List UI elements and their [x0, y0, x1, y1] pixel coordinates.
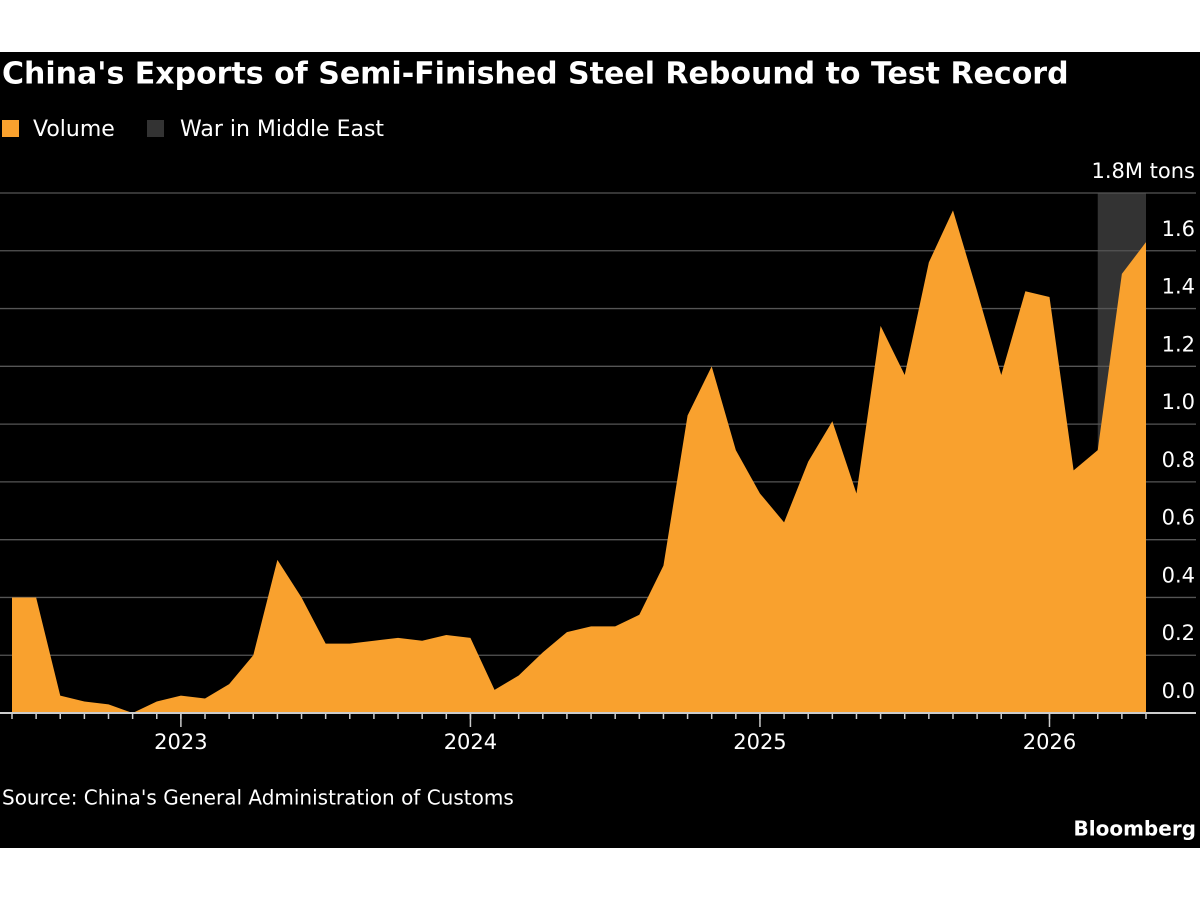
y-tick-label: 1.6 [1162, 217, 1195, 241]
y-tick-label: 1.2 [1162, 332, 1195, 356]
y-tick-label: 0.8 [1162, 448, 1195, 472]
legend-label: War in Middle East [180, 117, 384, 142]
source: Source: China's General Administration o… [2, 786, 514, 810]
y-tick-label: 0.4 [1162, 563, 1195, 587]
x-tick-label: 2024 [444, 730, 497, 754]
plot: 0.0 0.2 0.4 0.6 0.8 1.0 1.2 1.4 1.6 1.8M tons 2023… [0, 159, 1196, 754]
x-tick-label: 2025 [733, 730, 786, 754]
legend-swatch [2, 120, 19, 137]
brand: Bloomberg [1074, 817, 1196, 841]
x-tick-label: 2023 [154, 730, 207, 754]
legend-label: Volume [33, 117, 115, 142]
area [12, 210, 1146, 714]
chart-title: China's Exports of Semi-Finished Steel R… [2, 57, 1069, 92]
y-tick-label: 1.0 [1162, 390, 1195, 414]
y-tick-label: 1.8M tons [1091, 159, 1195, 183]
y-tick-label: 0.0 [1162, 679, 1195, 703]
legend-swatch [147, 120, 164, 137]
x-tick-label: 2026 [1023, 730, 1076, 754]
y-tick-label: 1.4 [1162, 275, 1195, 299]
y-tick-label: 0.6 [1162, 506, 1195, 530]
y-tick-label: 0.2 [1162, 621, 1195, 645]
